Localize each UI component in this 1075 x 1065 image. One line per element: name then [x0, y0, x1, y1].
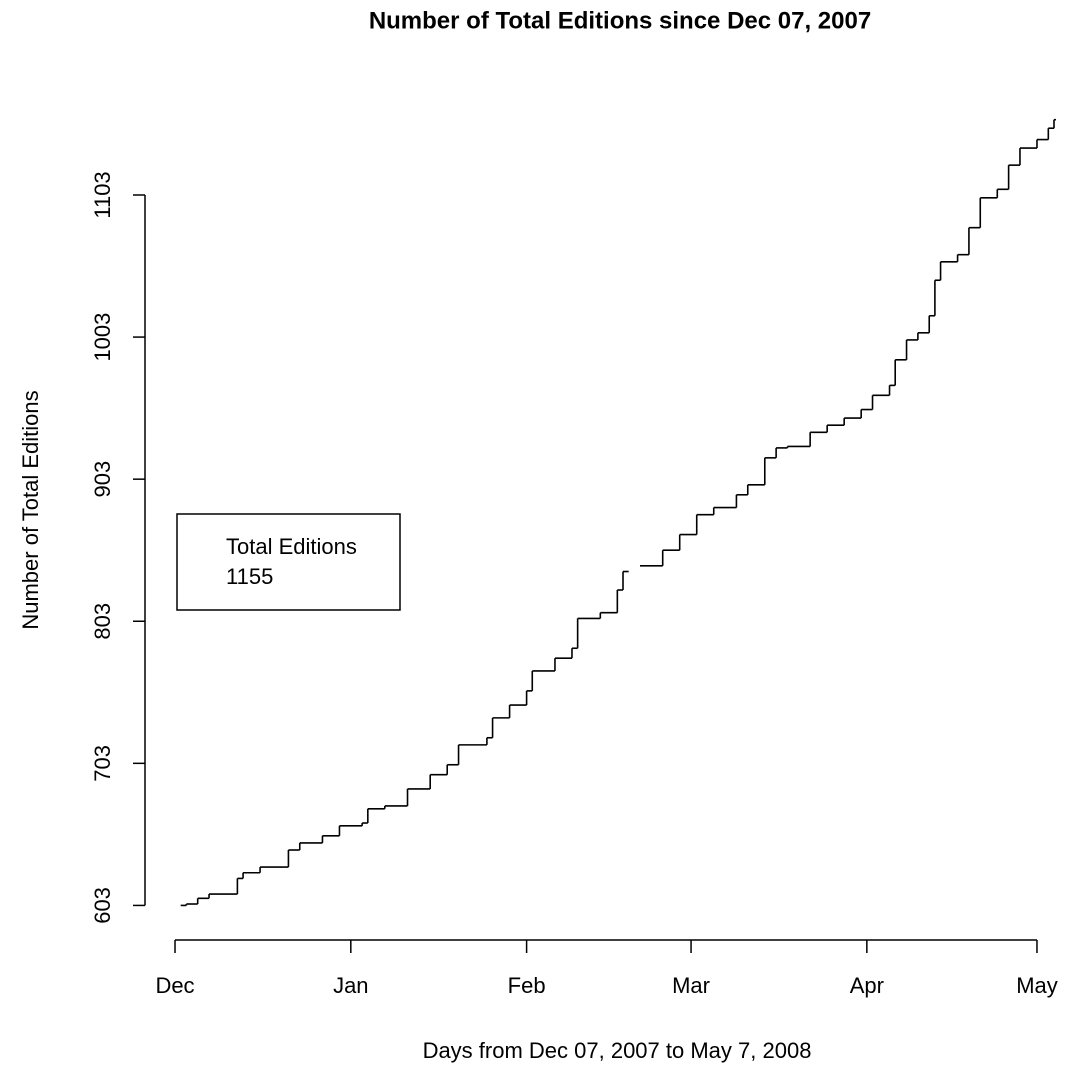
legend-box	[176, 513, 401, 611]
chart-title: Number of Total Editions since Dec 07, 2…	[369, 7, 871, 34]
legend-value: 1155	[226, 564, 273, 589]
y-tick-label: 603	[90, 887, 115, 924]
y-tick-label: 703	[90, 745, 115, 782]
legend-label: Total Editions	[226, 534, 357, 559]
y-tick-label: 1003	[90, 313, 115, 362]
x-tick-label: Dec	[155, 973, 194, 998]
y-tick-label: 903	[90, 461, 115, 498]
y-axis-label: Number of Total Editions	[18, 390, 43, 629]
x-tick-label: Jan	[333, 973, 368, 998]
y-tick-label: 803	[90, 603, 115, 640]
x-tick-label: Mar	[672, 973, 710, 998]
x-tick-label: Apr	[850, 973, 884, 998]
x-axis-label: Days from Dec 07, 2007 to May 7, 2008	[423, 1038, 812, 1063]
x-tick-label: May	[1016, 973, 1058, 998]
y-tick-label: 1103	[90, 171, 115, 218]
x-tick-label: Feb	[508, 973, 546, 998]
